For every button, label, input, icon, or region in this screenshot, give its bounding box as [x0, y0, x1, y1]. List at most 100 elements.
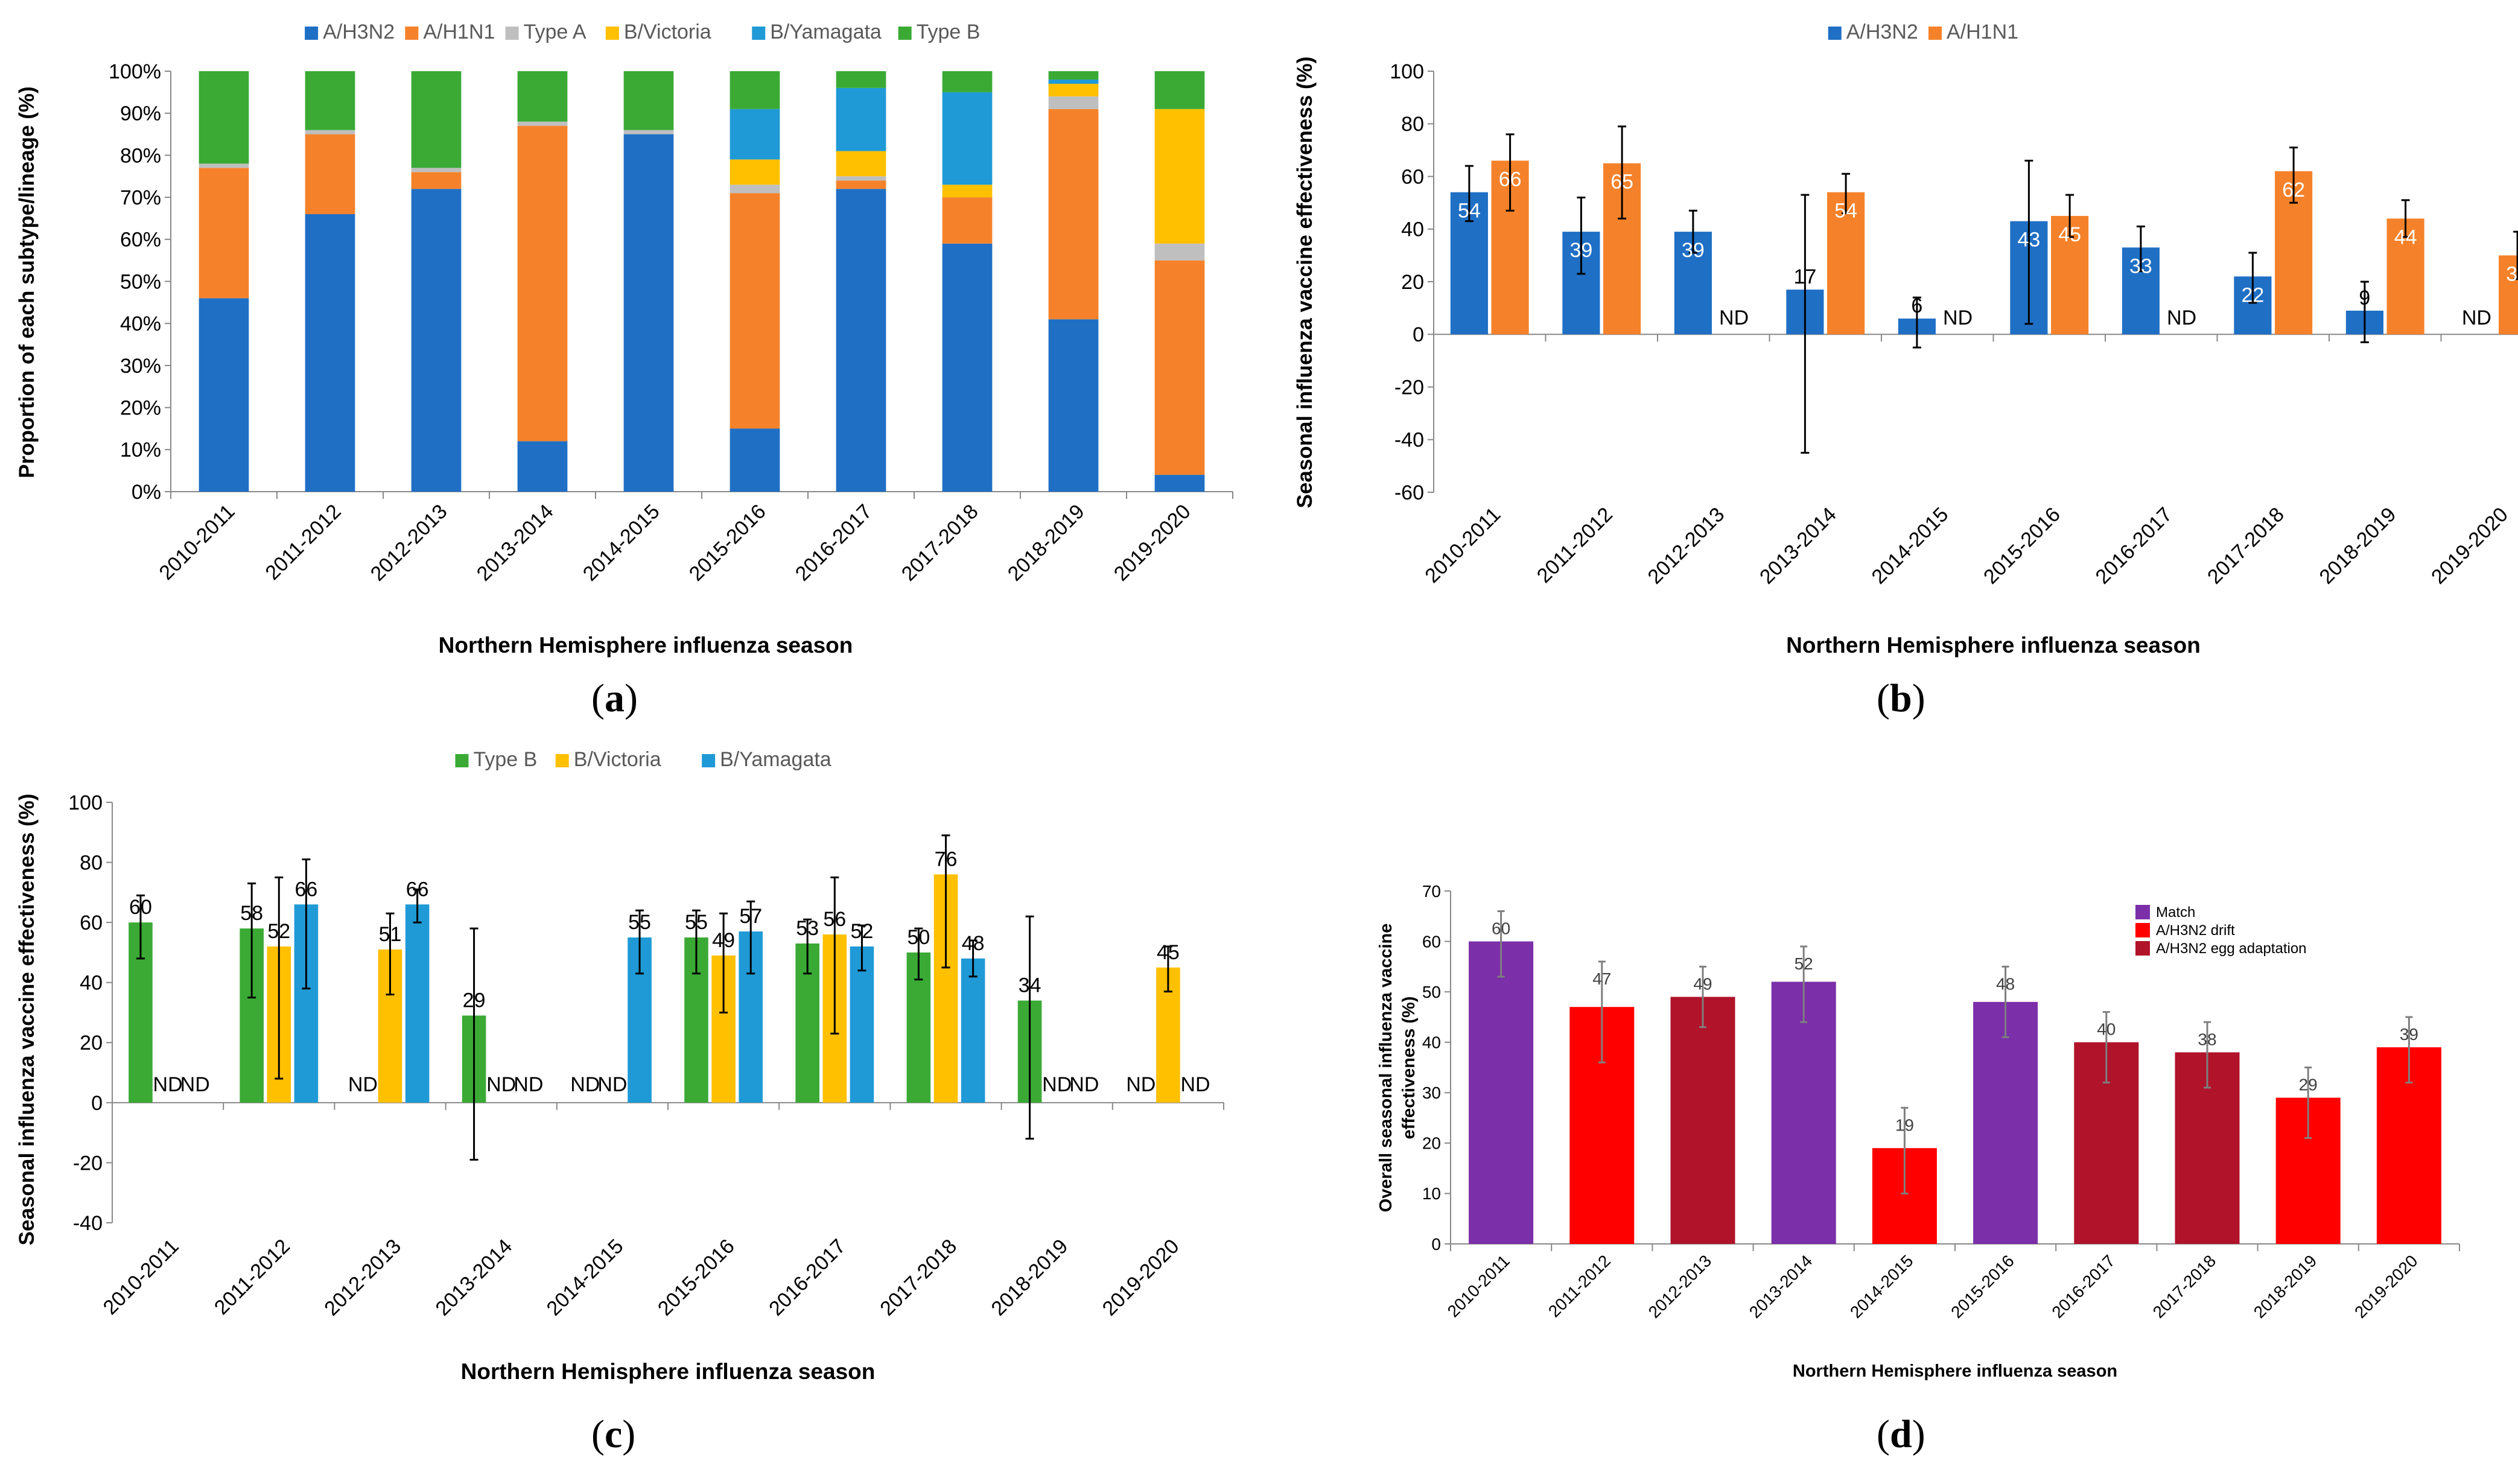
chart-a-bar-segment [411, 172, 462, 189]
chart-d-ytick-label: 10 [1422, 1184, 1441, 1203]
chart-c-xtick-label: 2014-2015 [542, 1235, 628, 1321]
chart-a-bar-segment [199, 71, 249, 164]
chart-b-data-label: 33 [2129, 255, 2152, 277]
chart-b-xtick-label: 2019-2020 [2427, 503, 2513, 589]
chart-a-xtick-label: 2014-2015 [579, 500, 664, 586]
chart-c-data-label: 66 [406, 878, 429, 901]
chart-c-bar [850, 946, 874, 1103]
chart-c-xtick-label: 2018-2019 [987, 1235, 1073, 1321]
chart-a-bar-segment [942, 92, 993, 185]
chart-b-data-label: 54 [1834, 200, 1857, 223]
chart-b-data-label: 6 [1911, 294, 1922, 317]
chart-a-ytick-label: 40% [120, 312, 161, 335]
chart-a-bar-segment [1048, 109, 1099, 320]
chart-c-data-label: 66 [295, 878, 318, 901]
chart-c-xtick-label: 2015-2016 [653, 1235, 739, 1321]
chart-a-ytick-label: 70% [120, 186, 161, 209]
chart-b-ytick-label: 80 [1401, 113, 1424, 136]
chart-c-nd-label: ND [1042, 1073, 1072, 1096]
chart-c-xtick-label: 2017-2018 [876, 1235, 961, 1321]
chart-a-ytick-label: 30% [120, 355, 161, 378]
chart-b-xtick-label: 2017-2018 [2203, 503, 2289, 589]
panel-label-c: (c) [591, 1412, 636, 1456]
chart-a-bar-segment [1048, 71, 1099, 80]
chart-d-data-label: 49 [1693, 974, 1712, 993]
chart-b-xtick-label: 2012-2013 [1644, 503, 1729, 589]
chart-c-data-label: 52 [267, 920, 290, 943]
chart-c-ytick-label: 100 [68, 791, 103, 814]
chart-a: 0% 10% 20% 30% 40% 50% 60% 70% 80% 90% 100% 2010-20… [15, 21, 1233, 658]
panel-label-d: (d) [1877, 1412, 1925, 1456]
chart-b-xtick-label: 2013-2014 [1755, 503, 1841, 589]
chart-c-data-label: 45 [1157, 941, 1180, 964]
chart-d-ytick-label: 70 [1422, 882, 1441, 901]
chart-d-xtick-label: 2011-2012 [1545, 1251, 1614, 1321]
chart-d-xtick-label: 2019-2020 [2351, 1251, 2421, 1322]
chart-a-legend-swatch [605, 27, 619, 40]
chart-b-ytick-label: -40 [1394, 429, 1424, 452]
chart-c-legend-swatch [555, 754, 569, 767]
chart-b-data-label: 39 [1682, 239, 1705, 262]
chart-b-nd-label: ND [2167, 306, 2196, 329]
chart-a-bar-segment [942, 185, 993, 198]
chart-d-bar [1771, 981, 1836, 1244]
chart-a-bar-segment [1154, 260, 1205, 475]
chart-a-ytick-label: 0% [132, 481, 161, 504]
chart-b-xtick-label: 2010-2011 [1420, 503, 1505, 588]
chart-c-data-label: 29 [463, 989, 486, 1012]
chart-b-legend-swatch [1828, 27, 1842, 40]
chart-c-ytick-label: -40 [73, 1212, 103, 1235]
chart-c-data-label: 57 [739, 905, 762, 928]
chart-a-bar-segment [517, 121, 568, 126]
chart-d-ytick-label: 40 [1422, 1033, 1441, 1052]
chart-a-bar-segment [305, 71, 355, 130]
chart-a-bar-segment [942, 243, 993, 492]
chart-a-bar-segment [836, 71, 886, 88]
chart-d-x-title: Northern Hemisphere influenza season [1793, 1362, 2117, 1381]
chart-d-data-label: 47 [1592, 969, 1611, 988]
chart-d-legend-swatch [2135, 941, 2150, 956]
chart-b-xtick-label: 2011-2012 [1533, 503, 1617, 588]
chart-b-data-label: 44 [2394, 226, 2417, 249]
chart-a-bar-segment [199, 168, 249, 299]
chart-a-ytick-label: 80% [120, 144, 161, 167]
chart-c-legend-swatch [702, 754, 716, 767]
chart-c-nd-label: ND [1069, 1073, 1099, 1096]
chart-b-ytick-label: 60 [1401, 165, 1424, 188]
chart-a-bar-segment [411, 168, 462, 173]
chart-d-legend-label: A/H3N2 drift [2156, 922, 2235, 939]
chart-a-bar-segment [730, 109, 780, 160]
chart-b-bar [2499, 255, 2518, 335]
chart-c-xtick-label: 2012-2013 [320, 1235, 405, 1321]
chart-b-bar [1827, 192, 1865, 335]
chart-a-bar-segment [836, 189, 886, 492]
chart-c-data-label: 48 [962, 932, 985, 955]
chart-d-ytick-label: 20 [1422, 1134, 1441, 1153]
chart-c-data-label: 56 [823, 908, 846, 931]
chart-a-bar-segment [1154, 109, 1205, 244]
chart-b-xtick-label: 2014-2015 [1868, 503, 1953, 589]
chart-a-bar-segment [305, 130, 355, 135]
chart-a-legend-swatch [505, 27, 519, 40]
chart-a-ytick-label: 60% [120, 229, 161, 252]
chart-a-legend-label: Type B [917, 21, 981, 43]
chart-c: -40 -20 0 20 40 60 80 100 2010-2011 2011-2012 2012… [15, 748, 1224, 1384]
chart-a-legend-swatch [405, 27, 419, 40]
chart-a-bar-segment [199, 298, 249, 492]
chart-c-xtick-label: 2013-2014 [431, 1235, 517, 1321]
chart-c-ytick-label: -20 [73, 1152, 103, 1175]
chart-a-ytick-label: 20% [120, 397, 161, 420]
chart-c-legend-swatch [455, 754, 469, 767]
chart-d-data-label: 39 [2400, 1025, 2418, 1044]
chart-c-xtick-label: 2019-2020 [1098, 1235, 1184, 1321]
chart-a-bar-segment [623, 71, 674, 130]
chart-c-x-title: Northern Hemisphere influenza season [461, 1359, 876, 1384]
chart-a-bar-segment [1154, 475, 1205, 492]
chart-b-ytick-label: 100 [1390, 60, 1424, 83]
chart-a-bar-segment [730, 193, 780, 429]
chart-a-bar-segment [1048, 79, 1099, 84]
chart-d-data-label: 40 [2097, 1020, 2116, 1039]
chart-c-data-label: 55 [685, 911, 708, 934]
chart-a-bar-segment [305, 214, 355, 492]
chart-c-xtick-label: 2011-2012 [210, 1235, 294, 1319]
